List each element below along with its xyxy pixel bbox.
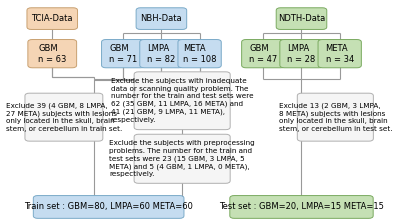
Text: Exclude 13 (2 GBM, 3 LMPA,
8 META) subjects with lesions
only located in the sku: Exclude 13 (2 GBM, 3 LMPA, 8 META) subje… <box>278 102 392 132</box>
Text: GBM
n = 47: GBM n = 47 <box>249 44 278 64</box>
FancyBboxPatch shape <box>318 39 361 68</box>
FancyBboxPatch shape <box>102 39 145 68</box>
FancyBboxPatch shape <box>28 39 77 68</box>
FancyBboxPatch shape <box>33 196 184 218</box>
Text: Test set : GBM=20, LMPA=15 META=15: Test set : GBM=20, LMPA=15 META=15 <box>219 202 384 212</box>
Text: LMPA
n = 28: LMPA n = 28 <box>287 44 316 64</box>
Text: GBM
n = 71: GBM n = 71 <box>109 44 137 64</box>
FancyBboxPatch shape <box>136 8 187 30</box>
FancyBboxPatch shape <box>140 39 183 68</box>
Text: GBM
n = 63: GBM n = 63 <box>38 44 66 64</box>
Text: Train set : GBM=80, LMPA=60 META=60: Train set : GBM=80, LMPA=60 META=60 <box>24 202 193 212</box>
FancyBboxPatch shape <box>230 196 373 218</box>
FancyBboxPatch shape <box>27 8 78 30</box>
Text: NBH-Data: NBH-Data <box>140 14 182 23</box>
Text: META
n = 34: META n = 34 <box>326 44 354 64</box>
Text: TCIA-Data: TCIA-Data <box>32 14 73 23</box>
Text: Exclude 39 (4 GBM, 8 LMPA,
27 META) subjects with lesions
only located in the sk: Exclude 39 (4 GBM, 8 LMPA, 27 META) subj… <box>6 102 122 132</box>
FancyBboxPatch shape <box>178 39 221 68</box>
Text: Exclude the subjects with inadequate
data or scanning quality problem. The
numbe: Exclude the subjects with inadequate dat… <box>111 78 254 123</box>
FancyBboxPatch shape <box>280 39 323 68</box>
FancyBboxPatch shape <box>276 8 327 30</box>
FancyBboxPatch shape <box>242 39 285 68</box>
FancyBboxPatch shape <box>134 134 230 183</box>
FancyBboxPatch shape <box>134 72 230 130</box>
Text: LMPA
n = 82: LMPA n = 82 <box>147 44 176 64</box>
Text: Exclude the subjects with preprocessing
problems. The number for the train and
t: Exclude the subjects with preprocessing … <box>109 140 255 177</box>
FancyBboxPatch shape <box>25 93 103 141</box>
Text: META
n = 108: META n = 108 <box>183 44 216 64</box>
FancyBboxPatch shape <box>297 93 373 141</box>
Text: NDTH-Data: NDTH-Data <box>278 14 325 23</box>
